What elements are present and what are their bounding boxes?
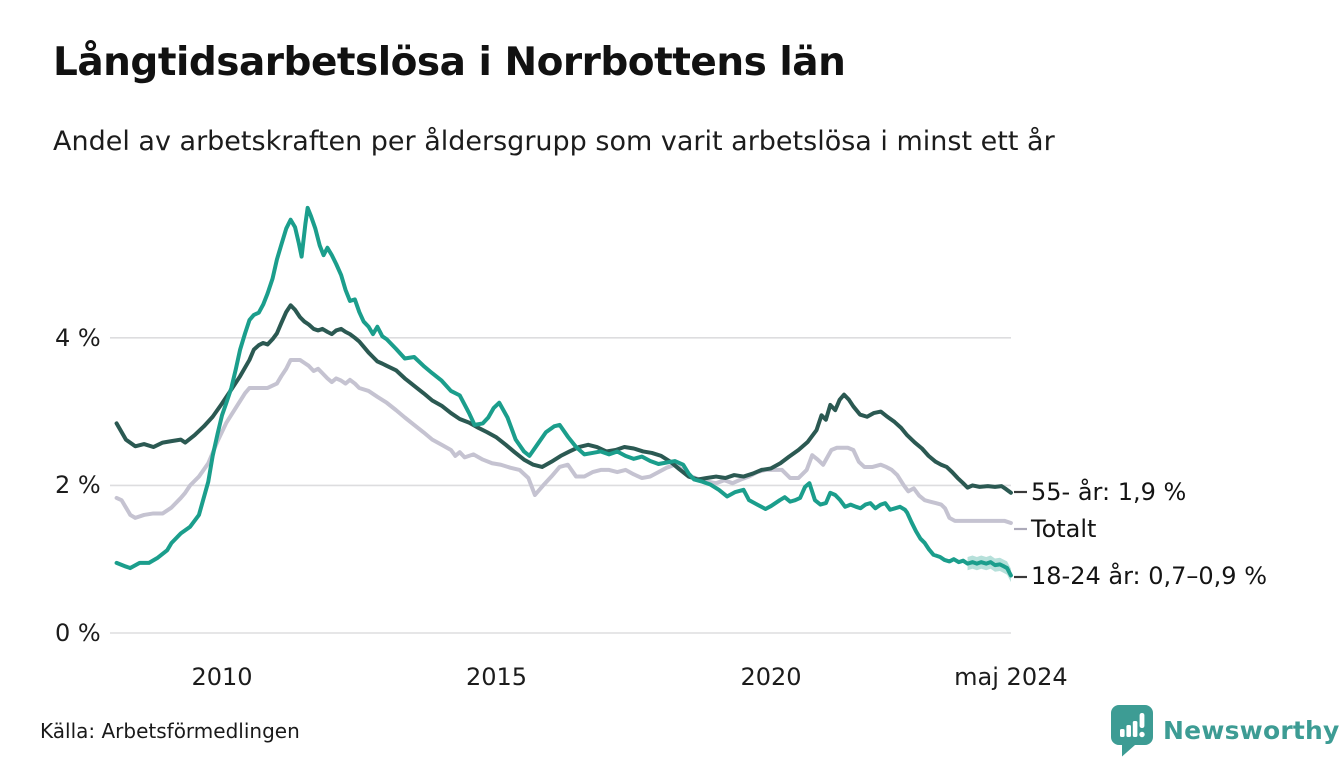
x-axis-tick-label-2015: 2015 bbox=[465, 663, 528, 691]
y-axis-tick-label-4pct: 4 % bbox=[55, 323, 101, 352]
series-end-label-18-24-ar: 18-24 år: 0,7–0,9 % bbox=[1031, 562, 1268, 590]
x-axis-tick-label-maj-2024: maj 2024 bbox=[954, 663, 1068, 691]
chart-subtitle: Andel av arbetskraften per åldersgrupp s… bbox=[53, 126, 1055, 157]
y-axis-tick-label-0pct: 0 % bbox=[55, 619, 101, 647]
chart-title: Långtidsarbetslösa i Norrbottens län bbox=[53, 40, 846, 85]
series-end-label-55-ar: 55- år: 1,9 % bbox=[1031, 478, 1187, 506]
x-axis-tick-label-2010: 2010 bbox=[191, 663, 253, 691]
source-note: Källa: Arbetsförmedlingen bbox=[40, 719, 300, 743]
series-line-18-24-ar bbox=[114, 205, 1013, 578]
series-end-label-totalt: Totalt bbox=[1031, 515, 1097, 543]
series-line-55-ar bbox=[114, 303, 1013, 495]
series-line-totalt bbox=[114, 357, 1013, 526]
newsworthy-logo-text: Newsworthy bbox=[1163, 716, 1340, 745]
y-axis-tick-label-2pct: 2 % bbox=[55, 471, 101, 500]
speech-bubble-bar-chart-icon bbox=[1111, 705, 1153, 757]
newsworthy-logo: Newsworthy bbox=[1110, 704, 1340, 757]
x-axis-tick-label-2020: 2020 bbox=[740, 663, 802, 691]
